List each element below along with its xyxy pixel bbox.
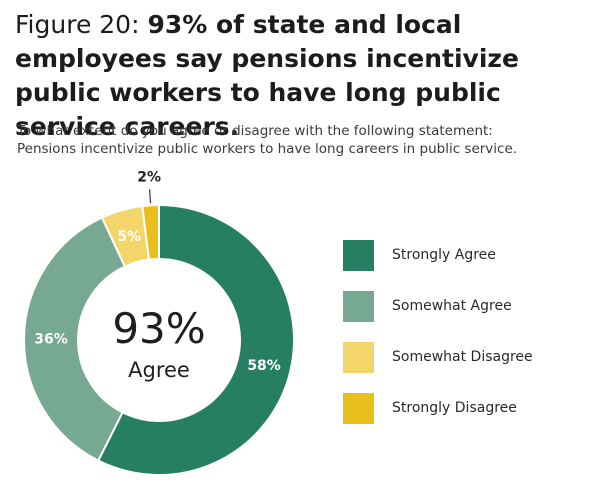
legend-swatch (343, 393, 374, 424)
slice-label-strongly-agree: 58% (247, 358, 281, 374)
legend-label: Somewhat Agree (392, 298, 512, 314)
legend-label: Somewhat Disagree (392, 349, 533, 365)
legend-swatch (343, 240, 374, 271)
chart-subtitle: To what extent do you agree or disagree … (17, 122, 587, 158)
center-value: 93% (112, 304, 205, 353)
legend-label: Strongly Agree (392, 247, 496, 263)
legend-item-strongly-agree: Strongly Agree (343, 240, 583, 271)
figure-headline: 93% of state and local employees say pen… (15, 10, 519, 141)
question-line-2: Pensions incentivize public workers to h… (17, 141, 518, 157)
legend-item-strongly-disagree: Strongly Disagree (343, 393, 583, 424)
donut-chart: 58% 36% 5% 2% 93% Agree (23, 169, 295, 476)
center-label: Agree (128, 358, 190, 382)
legend-item-somewhat-disagree: Somewhat Disagree (343, 342, 583, 373)
slice-labels: 58% 36% 5% 2% (34, 169, 281, 374)
legend-swatch (343, 342, 374, 373)
slice-leader-line (149, 189, 152, 204)
legend-label: Strongly Disagree (392, 400, 517, 416)
question-line-1: To what extent do you agree or disagree … (17, 123, 493, 139)
slice-label-somewhat-agree: 36% (34, 331, 68, 347)
chart-title: Figure 20: 93% of state and local employ… (15, 8, 585, 144)
donut-hole (78, 259, 240, 421)
slice-label-somewhat-disagree: 5% (117, 229, 141, 245)
slice-strongly-agree (96, 203, 295, 476)
figure-label: Figure 20: (15, 10, 148, 39)
slice-label-strongly-disagree: 2% (137, 169, 161, 185)
legend-swatch (343, 291, 374, 322)
donut-slices (23, 203, 295, 476)
legend-item-somewhat-agree: Somewhat Agree (343, 291, 583, 322)
